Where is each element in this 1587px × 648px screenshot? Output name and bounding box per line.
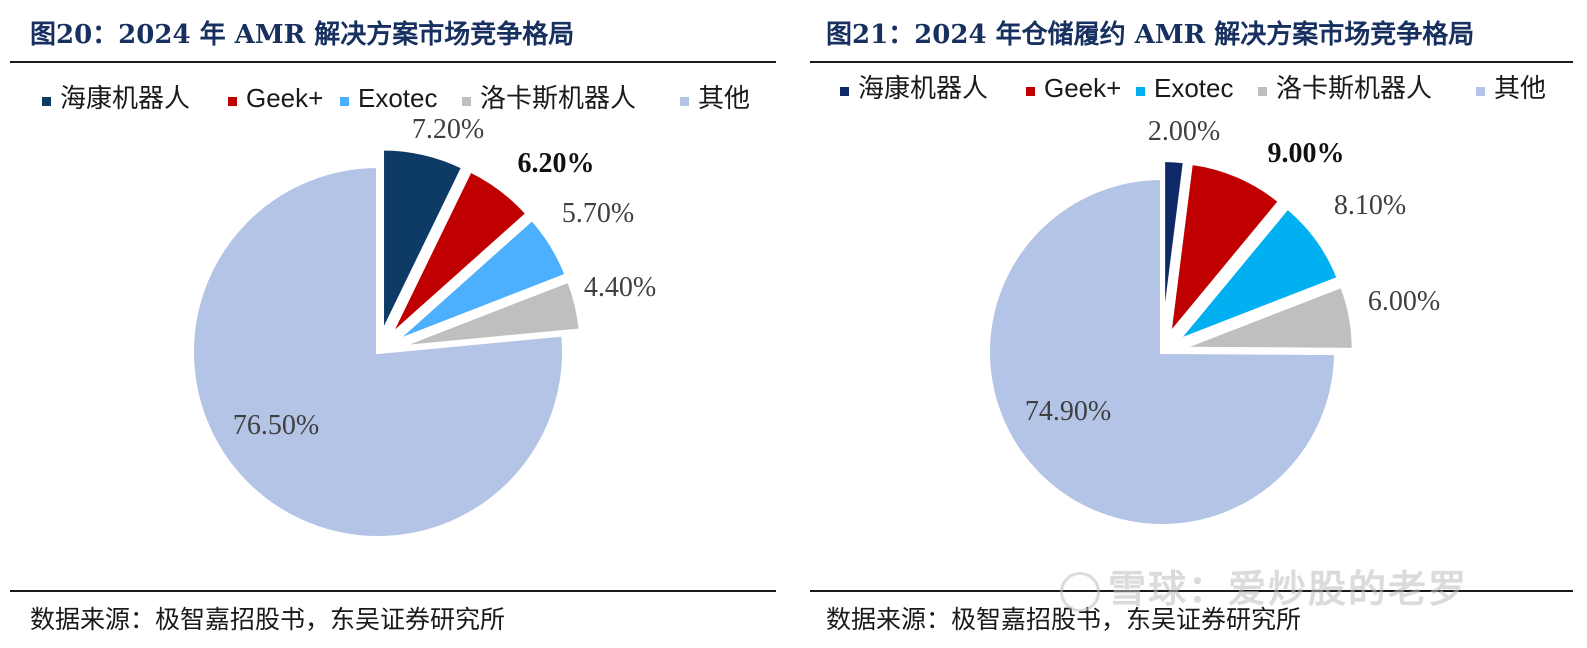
data-label: 2.00%: [1148, 116, 1220, 147]
pie-slice: [1161, 158, 1188, 335]
legend-marker: [1258, 87, 1267, 96]
pie-slice: [1170, 204, 1342, 347]
legend-label: 其他: [698, 84, 750, 114]
legend-marker: [840, 87, 849, 96]
data-label: 9.00%: [1268, 138, 1345, 169]
figure-title: 图21：2024 年仓储履约 AMR 解决方案市场竞争格局: [826, 20, 1475, 50]
legend-label: Geek+: [1044, 73, 1121, 103]
data-label: 76.50%: [233, 410, 319, 441]
legend-marker: [1026, 87, 1035, 96]
legend-label: 其他: [1494, 74, 1546, 104]
watermark: 雪球：爱炒股的老罗: [1060, 558, 1468, 613]
legend-label: Exotec: [1154, 73, 1234, 103]
data-label: 74.90%: [1025, 396, 1111, 427]
data-label: 6.20%: [518, 148, 595, 179]
pie-slice: [986, 175, 1339, 528]
pie-chart: 海康机器人 Geek+ Exotec 洛卡斯机器人 其他 7.20% 6.20% 5.70% 4…: [42, 83, 750, 540]
source-note: 数据来源：极智嘉招股书，东吴证券研究所: [826, 605, 1302, 634]
chart-panel-left: 图20：2024 年 AMR 解决方案市场竞争格局 海康机器人 Geek+ Exot…: [0, 0, 790, 648]
legend-marker: [1136, 87, 1145, 96]
source-rule: [810, 590, 1573, 592]
pie-slice: [392, 215, 570, 345]
legend-marker: [1476, 87, 1485, 96]
legend-label: 海康机器人: [858, 74, 988, 104]
source-rule: [10, 590, 776, 592]
legend-marker: [340, 97, 349, 106]
legend-marker: [680, 97, 689, 106]
chart-panel-right: 图21：2024 年仓储履约 AMR 解决方案市场竞争格局 海康机器人 Geek+…: [800, 0, 1587, 648]
legend-marker: [228, 97, 237, 106]
legend-label: 海康机器人: [60, 84, 190, 114]
figure-title: 图20：2024 年 AMR 解决方案市场竞争格局: [30, 20, 575, 50]
watermark-text: 雪球：爱炒股的老罗: [1108, 567, 1469, 611]
pie-slice: [190, 163, 566, 540]
pie-slice: [380, 146, 467, 336]
title-rule: [10, 61, 776, 63]
data-label: 5.70%: [562, 198, 634, 229]
data-label: 4.40%: [584, 272, 656, 303]
legend-label: Geek+: [246, 83, 323, 113]
legend-marker: [42, 97, 51, 106]
pie-slice: [1166, 160, 1283, 343]
title-rule: [810, 61, 1573, 63]
snowball-logo-icon: [1060, 571, 1100, 612]
source-note: 数据来源：极智嘉招股书，东吴证券研究所: [30, 605, 506, 634]
pie-slice: [394, 277, 583, 350]
pie-chart: 海康机器人 Geek+ Exotec 洛卡斯机器人 其他 2.00% 9.00% 8.10% 6…: [840, 73, 1546, 528]
legend-label: 洛卡斯机器人: [1276, 74, 1432, 104]
pie-slice: [387, 167, 531, 340]
data-label: 8.10%: [1334, 190, 1406, 221]
data-label: 6.00%: [1368, 286, 1440, 317]
data-label: 7.20%: [412, 114, 484, 145]
pie-slice: [1178, 283, 1356, 352]
legend-label: Exotec: [358, 83, 438, 113]
legend-label: 洛卡斯机器人: [480, 84, 636, 114]
legend-marker: [462, 97, 471, 106]
